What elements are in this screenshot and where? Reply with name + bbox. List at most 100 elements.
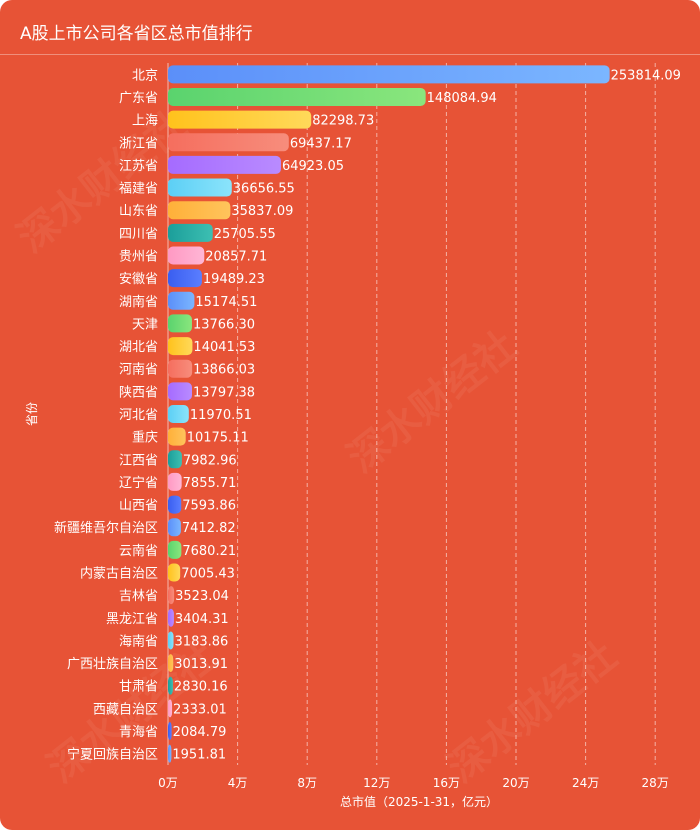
data-label: 7005.43: [181, 567, 235, 582]
category-label: 山东省: [119, 204, 158, 219]
bar: [168, 540, 182, 559]
data-label: 3183.86: [175, 634, 229, 649]
bar: [168, 450, 182, 469]
data-label: 2830.16: [174, 680, 228, 695]
category-label: 天津: [132, 317, 158, 332]
bar: [168, 699, 173, 718]
data-label: 7982.96: [183, 453, 237, 468]
bar: [168, 722, 172, 741]
bar: [168, 427, 186, 446]
data-label: 15174.51: [195, 295, 257, 310]
x-tick-label: 24万: [572, 776, 599, 790]
x-tick-label: 20万: [502, 776, 529, 790]
page-title: A股上市公司各省区总市值排行: [20, 24, 253, 44]
data-label: 13797.38: [193, 385, 255, 400]
category-label: 重庆: [132, 430, 158, 446]
category-label: 新疆维吾尔自治区: [54, 520, 158, 536]
category-label: 河南省: [119, 362, 158, 378]
y-axis-title: 省份: [25, 402, 39, 426]
bar: [168, 654, 174, 673]
data-label: 10175.11: [187, 431, 249, 446]
data-label: 13766.30: [193, 317, 255, 332]
category-label: 广东省: [119, 91, 158, 106]
bar: [168, 608, 174, 627]
bar: [168, 223, 213, 242]
category-label: 河北省: [119, 408, 158, 423]
category-label: 上海: [132, 114, 158, 129]
category-label: 江西省: [119, 453, 158, 468]
bar: [168, 133, 289, 152]
bar: [168, 87, 426, 106]
bar: [168, 201, 231, 220]
x-tick-label: 4万: [228, 776, 248, 790]
category-label: 海南省: [119, 633, 158, 649]
data-label: 20857.71: [205, 249, 267, 264]
category-label: 湖南省: [119, 294, 158, 310]
category-label: 贵州省: [119, 249, 158, 264]
bar: [168, 495, 182, 514]
bar: [168, 472, 182, 491]
data-label: 35837.09: [231, 204, 293, 219]
category-label: 福建省: [119, 182, 158, 197]
bar: [168, 631, 174, 650]
category-label: 广西壮族自治区: [67, 656, 158, 672]
bar: [168, 155, 281, 174]
title-divider: [0, 54, 700, 55]
data-label: 7593.86: [182, 499, 236, 514]
category-label: 北京: [132, 68, 158, 83]
category-label: 青海省: [119, 725, 158, 740]
x-tick-label: 0万: [158, 776, 178, 790]
bar: [168, 563, 181, 582]
data-label: 7412.82: [182, 521, 236, 536]
data-label: 36656.55: [233, 182, 295, 197]
bar: [168, 337, 193, 356]
category-label: 山西省: [119, 499, 158, 514]
category-label: 陕西省: [119, 385, 158, 400]
bar: [168, 744, 172, 763]
data-label: 7855.71: [183, 476, 237, 491]
data-label: 19489.23: [203, 272, 265, 287]
data-label: 2333.01: [173, 702, 227, 717]
bar: [168, 291, 195, 310]
category-label: 内蒙古自治区: [80, 566, 158, 582]
bar: [168, 178, 232, 197]
data-label: 1951.81: [172, 748, 226, 763]
bar: [168, 314, 192, 333]
category-label: 辽宁省: [119, 475, 158, 491]
data-label: 13866.03: [193, 363, 255, 378]
data-label: 69437.17: [290, 136, 352, 151]
data-label: 3404.31: [175, 612, 229, 627]
category-label: 四川省: [119, 227, 158, 242]
data-label: 148084.94: [427, 91, 497, 106]
category-label: 浙江省: [119, 136, 158, 151]
x-tick-label: 8万: [297, 776, 317, 790]
category-label: 云南省: [119, 543, 158, 559]
bar: [168, 65, 610, 84]
category-label: 安徽省: [119, 272, 158, 287]
x-tick-label: 12万: [363, 776, 390, 790]
category-label: 黑龙江省: [106, 612, 158, 627]
x-axis-title: 总市值（2025-1-31，亿元）: [340, 794, 498, 809]
bar: [168, 676, 173, 695]
category-label: 吉林省: [119, 589, 158, 604]
data-label: 82298.73: [312, 114, 374, 129]
bar: [168, 246, 205, 265]
data-label: 14041.53: [193, 340, 255, 355]
x-tick-label: 28万: [642, 776, 669, 790]
bar: [168, 586, 175, 605]
x-tick-label: 16万: [433, 776, 460, 790]
bar: [168, 382, 193, 401]
bar: [168, 110, 312, 129]
category-label: 宁夏回族自治区: [67, 747, 158, 763]
bar: [168, 359, 193, 378]
bar: [168, 269, 202, 288]
category-label: 湖北省: [119, 340, 158, 355]
data-label: 253814.09: [611, 68, 681, 83]
data-label: 3013.91: [174, 657, 228, 672]
category-label: 江苏省: [119, 158, 158, 174]
data-label: 64923.05: [282, 159, 344, 174]
category-label: 西藏自治区: [93, 702, 158, 717]
category-label: 甘肃省: [119, 680, 158, 695]
bar: [168, 405, 189, 423]
